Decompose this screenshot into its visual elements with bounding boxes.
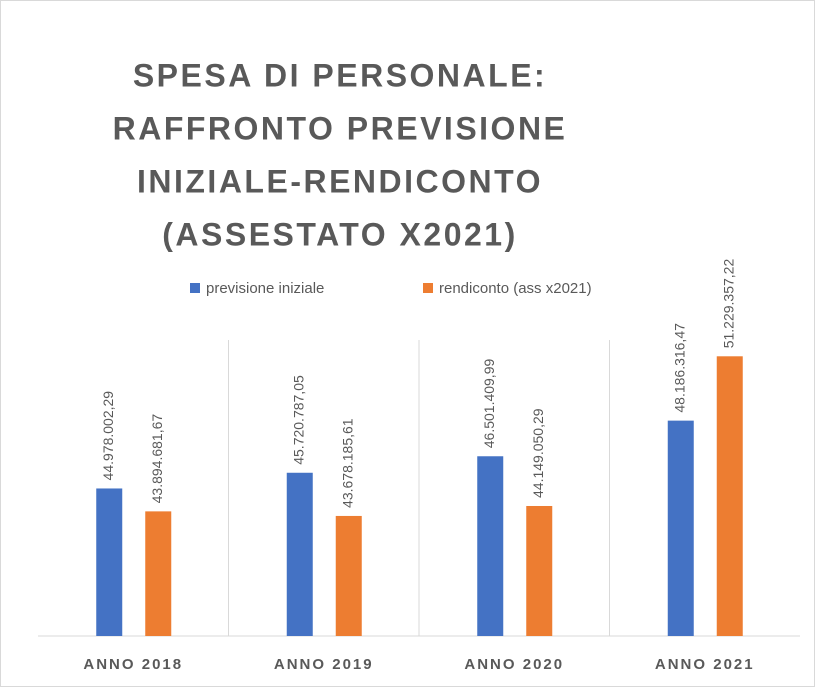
chart-title: SPESA DI PERSONALE: (133, 57, 547, 93)
data-label: 48.186.316,47 (671, 323, 687, 413)
data-label: 43.678.185,61 (339, 418, 355, 508)
chart-title: (ASSESTATO X2021) (162, 216, 517, 252)
bar (335, 515, 362, 636)
legend-label: previsione iniziale (206, 280, 324, 297)
data-label: 44.978.002,29 (100, 391, 116, 481)
data-label: 43.894.681,67 (149, 414, 165, 504)
bar (716, 356, 743, 636)
x-tick-label: ANNO 2019 (274, 656, 374, 673)
data-label: 51.229.357,22 (720, 259, 736, 349)
chart-title: INIZIALE-RENDICONTO (137, 163, 543, 199)
data-label: 46.501.409,99 (481, 359, 497, 449)
legend-label: rendiconto (ass x2021) (439, 280, 592, 297)
legend-swatch (423, 283, 433, 293)
chart-title: RAFFRONTO PREVISIONE (113, 110, 568, 146)
x-tick-label: ANNO 2018 (83, 656, 183, 673)
data-label: 45.720.787,05 (290, 375, 306, 465)
data-label: 44.149.050,29 (530, 408, 546, 498)
bar (96, 488, 123, 636)
bar (526, 505, 553, 636)
legend-swatch (190, 283, 200, 293)
bar (477, 456, 504, 636)
x-tick-label: ANNO 2021 (655, 656, 755, 673)
x-tick-label: ANNO 2020 (464, 656, 564, 673)
bar (286, 472, 313, 636)
bar (145, 511, 172, 636)
bar (667, 420, 694, 636)
